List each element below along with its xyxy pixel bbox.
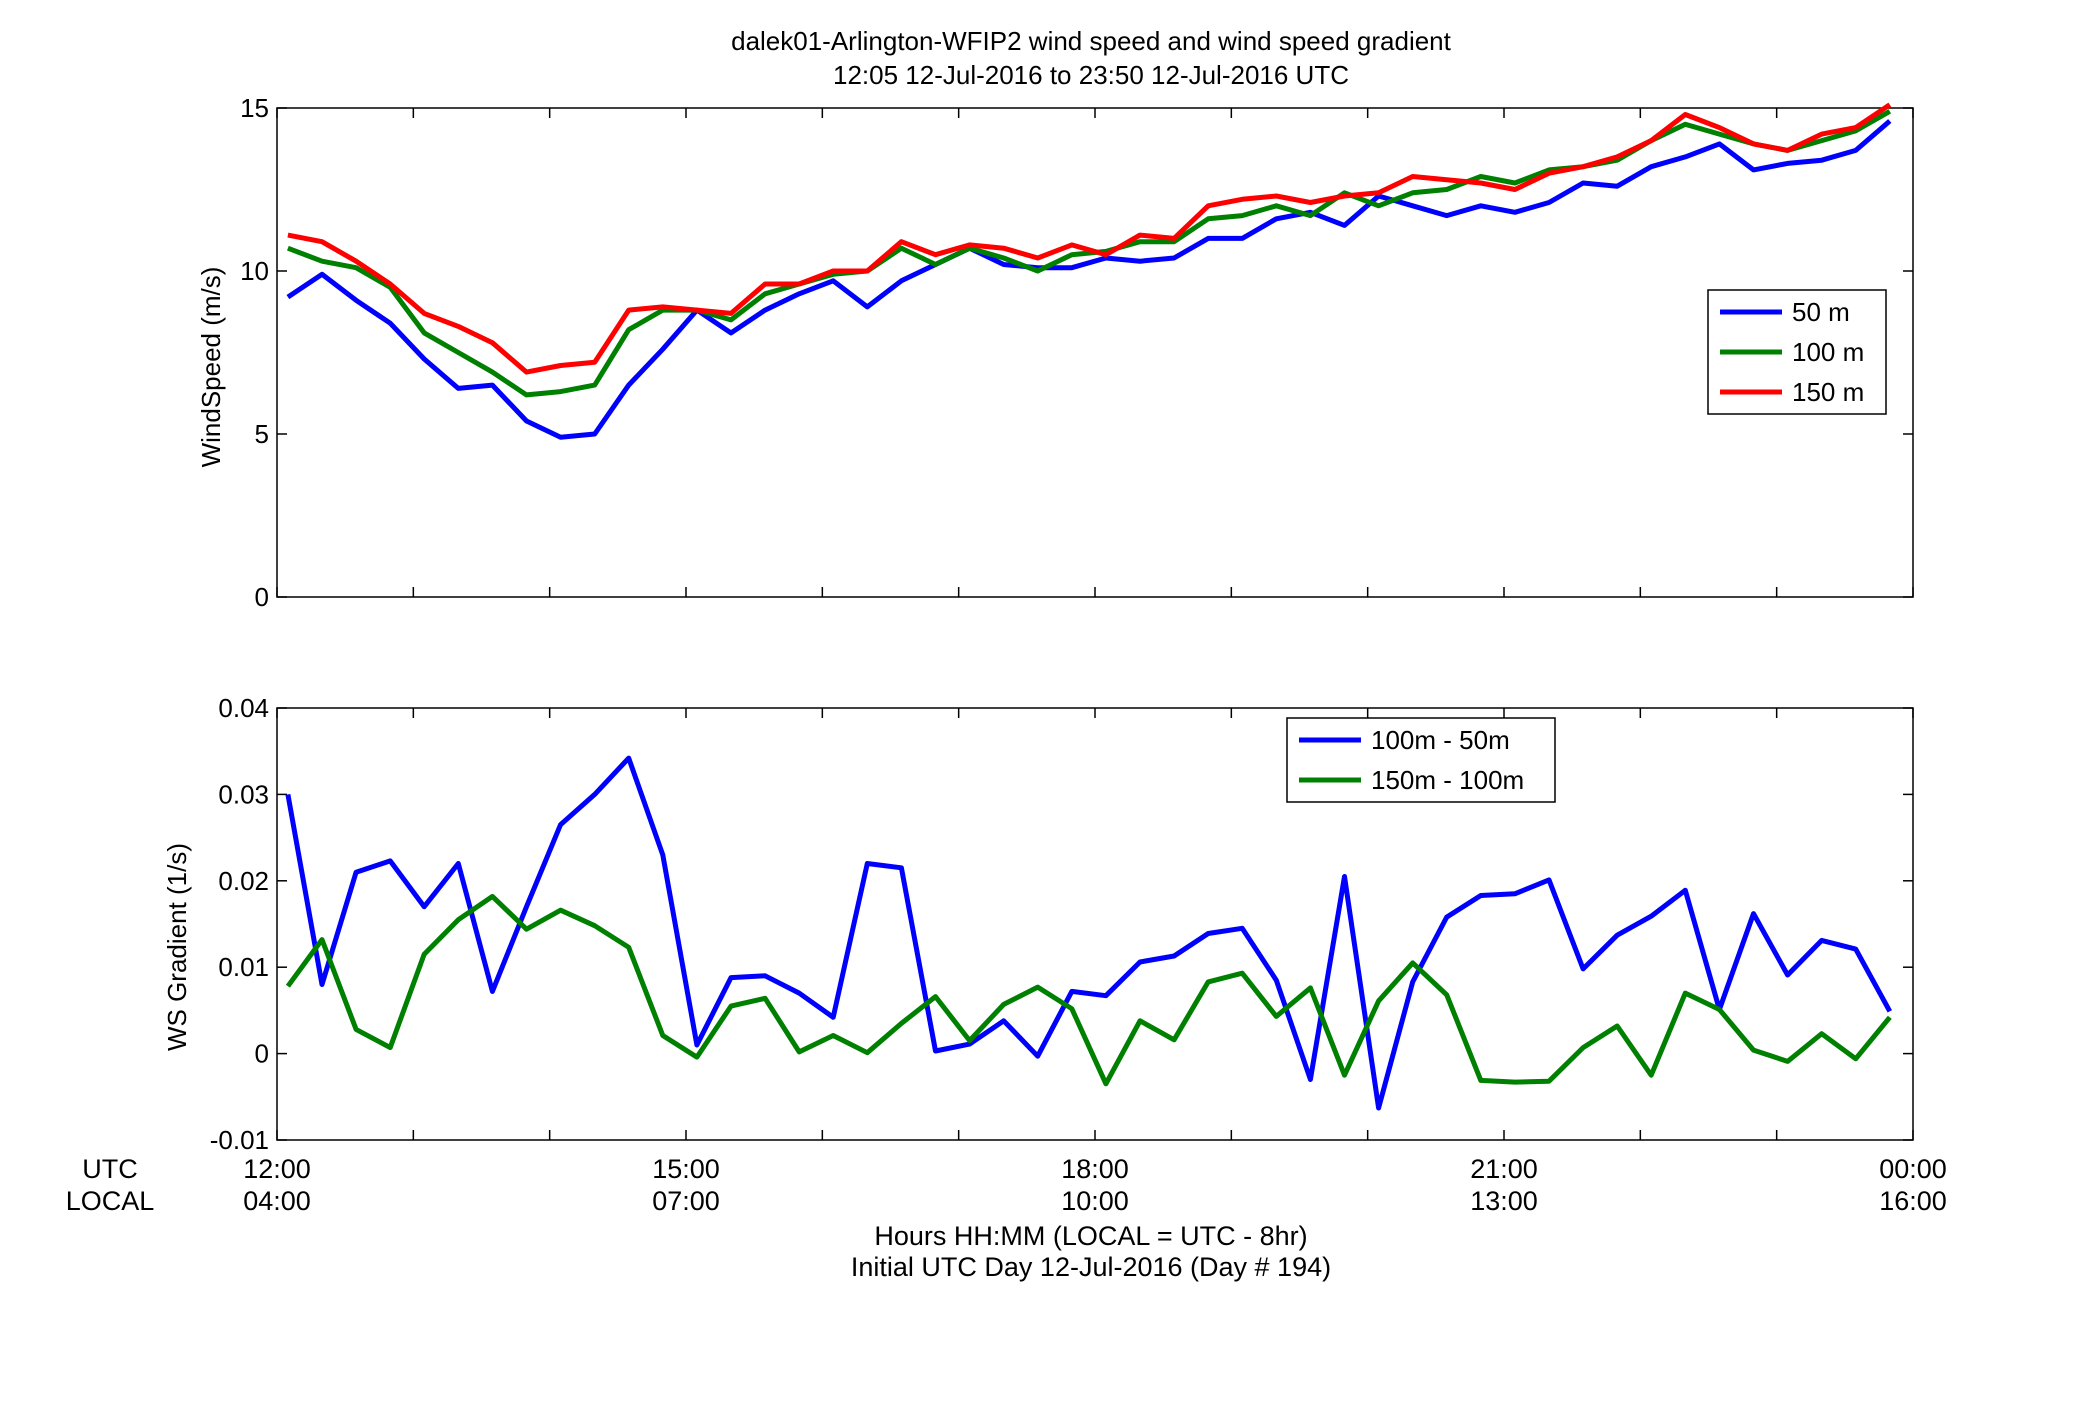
- local-row-label: LOCAL: [66, 1186, 155, 1216]
- gradient-legend-box: [1286, 717, 1556, 803]
- windspeed-y-tick-label: 5: [255, 419, 269, 449]
- x-tick-label-utc: 00:00: [1879, 1154, 1947, 1184]
- x-tick-label-local: 10:00: [1061, 1186, 1129, 1216]
- windspeed-legend-label-2: 150 m: [1792, 377, 1864, 407]
- x-tick-label-utc: 15:00: [652, 1154, 720, 1184]
- windspeed-legend-label-0: 50 m: [1792, 297, 1850, 327]
- x-tick-label-local: 16:00: [1879, 1186, 1947, 1216]
- windspeed-y-tick-label: 0: [255, 582, 269, 612]
- gradient-y-tick-label: 0.03: [218, 779, 269, 809]
- gradient-legend: 100m - 50m 150m - 100m: [1286, 717, 1556, 803]
- gradient-legend-label-1: 150m - 100m: [1371, 765, 1524, 795]
- gradient-y-tick-label: -0.01: [210, 1125, 269, 1155]
- windspeed-legend-label-1: 100 m: [1792, 337, 1864, 367]
- gradient-y-tick-label: 0.04: [218, 693, 269, 723]
- x-tick-label-utc: 21:00: [1470, 1154, 1538, 1184]
- x-tick-label-local: 07:00: [652, 1186, 720, 1216]
- windspeed-y-tick-label: 10: [240, 256, 269, 286]
- gradient-legend-label-0: 100m - 50m: [1371, 725, 1510, 755]
- gradient-y-tick-label: 0: [255, 1039, 269, 1069]
- x-tick-label-local: 04:00: [243, 1186, 311, 1216]
- gradient-y-tick-label: 0.02: [218, 866, 269, 896]
- x-axis-label-line1: Hours HH:MM (LOCAL = UTC - 8hr): [874, 1221, 1307, 1251]
- gradient-y-tick-label: 0.01: [218, 952, 269, 982]
- windspeed-y-axis-label: WindSpeed (m/s): [196, 267, 226, 468]
- gradient-y-axis-label: WS Gradient (1/s): [162, 843, 192, 1051]
- utc-row-label: UTC: [82, 1154, 138, 1184]
- windspeed-legend: 50 m 100 m 150 m: [1707, 289, 1887, 415]
- gradient-series-line-1: [285, 893, 1892, 1087]
- x-axis-label-line2: Initial UTC Day 12-Jul-2016 (Day # 194): [851, 1252, 1331, 1282]
- windspeed-panel: WindSpeed (m/s) 0 5 10 15 50 m 100 m 150 m: [196, 93, 1914, 612]
- chart-title-line1: dalek01-Arlington-WFIP2 wind speed and w…: [731, 26, 1452, 56]
- gradient-series-line-0: [285, 755, 1892, 1111]
- x-tick-label-local: 13:00: [1470, 1186, 1538, 1216]
- windspeed-series-line-0: [286, 119, 1892, 440]
- gradient-panel: WS Gradient (1/s) -0.01 0 0.01 0.02 0.03 0.04…: [162, 693, 1914, 1155]
- x-tick-label-utc: 12:00: [243, 1154, 311, 1184]
- x-tick-label-utc: 18:00: [1061, 1154, 1129, 1184]
- windspeed-y-tick-label: 15: [240, 93, 269, 123]
- windspeed-series-line-2: [287, 102, 1892, 375]
- chart-title-line2: 12:05 12-Jul-2016 to 23:50 12-Jul-2016 U…: [833, 60, 1349, 90]
- windspeed-plot-area: [276, 107, 1914, 598]
